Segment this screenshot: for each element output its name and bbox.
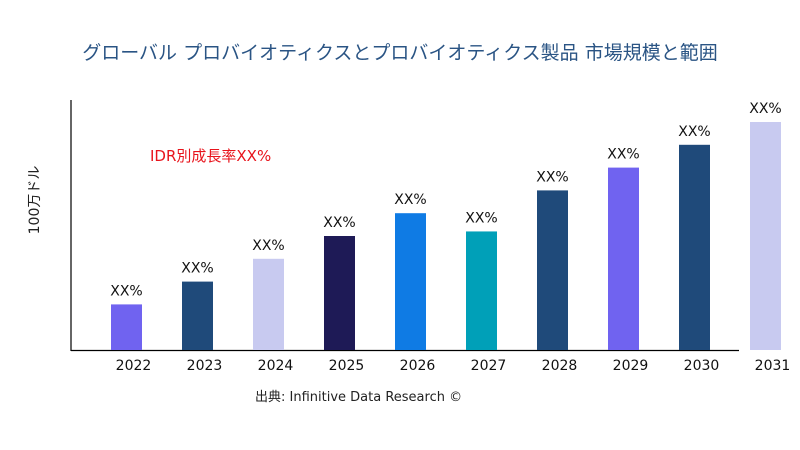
data-label-2030: XX% bbox=[678, 124, 710, 140]
data-label-2029: XX% bbox=[607, 147, 639, 163]
data-label-2022: XX% bbox=[110, 283, 142, 299]
data-label-2028: XX% bbox=[536, 169, 568, 185]
bar-2022 bbox=[111, 304, 142, 350]
x-tick-label-2030: 2030 bbox=[684, 358, 720, 374]
x-tick-label-2029: 2029 bbox=[613, 358, 649, 374]
data-label-2031: XX% bbox=[749, 101, 781, 117]
x-tick-label-2022: 2022 bbox=[116, 358, 152, 374]
x-tick-label-2023: 2023 bbox=[187, 358, 223, 374]
x-tick-label-2028: 2028 bbox=[542, 358, 578, 374]
bar-2030 bbox=[679, 144, 710, 350]
data-label-2025: XX% bbox=[323, 215, 355, 231]
x-tick-label-2025: 2025 bbox=[329, 358, 365, 374]
x-tick-label-2031: 2031 bbox=[755, 358, 791, 374]
data-label-2026: XX% bbox=[394, 192, 426, 208]
chart-title: グローバル プロバイオティクスとプロバイオティクス製品 市場規模と範囲 bbox=[82, 42, 718, 64]
data-label-2023: XX% bbox=[181, 261, 213, 277]
x-tick-label-2027: 2027 bbox=[471, 358, 507, 374]
x-tick-label-2024: 2024 bbox=[258, 358, 294, 374]
bar-2024 bbox=[253, 258, 284, 350]
bar-2025 bbox=[324, 236, 355, 350]
bar-2029 bbox=[608, 167, 639, 350]
data-label-2024: XX% bbox=[252, 238, 284, 254]
x-tick-label-2026: 2026 bbox=[400, 358, 436, 374]
bar-2028 bbox=[537, 190, 568, 350]
bar-2026 bbox=[395, 213, 426, 350]
data-label-2027: XX% bbox=[465, 210, 497, 226]
bar-2023 bbox=[182, 281, 213, 350]
source-note: 出典: Infinitive Data Research © bbox=[255, 390, 463, 405]
bar-2027 bbox=[466, 231, 497, 350]
bar-2031 bbox=[750, 122, 781, 350]
growth-rate-annotation: IDR別成長率XX% bbox=[150, 147, 272, 165]
